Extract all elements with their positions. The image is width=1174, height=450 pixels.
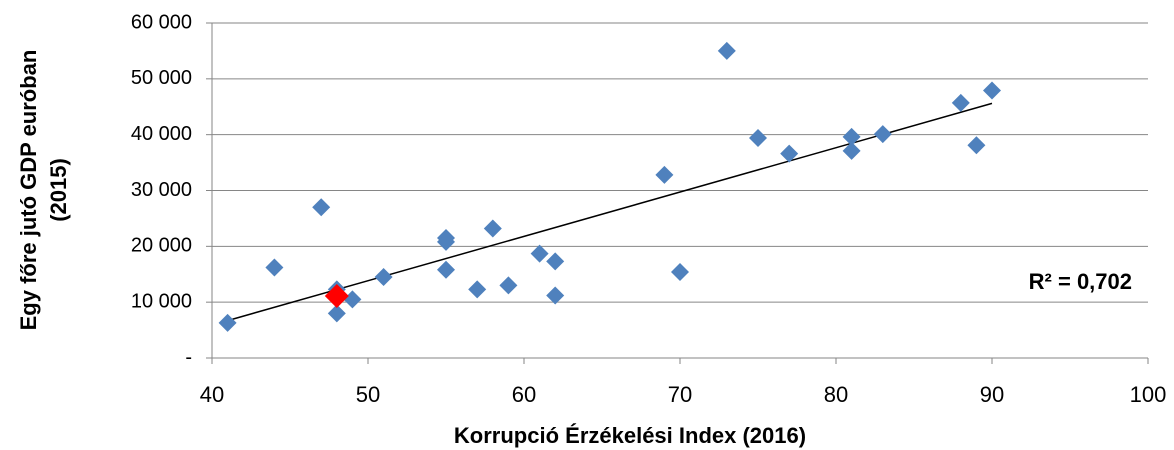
- point: [374, 268, 393, 287]
- x-tick-label: 80: [824, 382, 848, 407]
- x-tick-label: 70: [668, 382, 692, 407]
- point: [327, 304, 346, 323]
- point: [873, 125, 892, 144]
- x-tick-label: 50: [356, 382, 380, 407]
- point: [671, 263, 689, 282]
- point: [717, 41, 736, 60]
- y-tick-label: 10 000: [131, 290, 192, 312]
- point: [324, 284, 349, 309]
- y-tick-label: 40 000: [131, 123, 192, 145]
- y-tick-label: -: [185, 346, 192, 368]
- y-tick-label: 60 000: [131, 11, 192, 33]
- r-squared: R² = 0,702: [1029, 269, 1132, 294]
- x-tick-label: 60: [512, 382, 536, 407]
- y-axis-title: (2015): [46, 158, 71, 222]
- point: [343, 290, 362, 309]
- y-tick-label: 50 000: [131, 67, 192, 89]
- point: [437, 260, 455, 279]
- point: [749, 129, 767, 148]
- point: [483, 219, 502, 238]
- point: [468, 280, 487, 299]
- x-tick-label: 100: [1130, 382, 1167, 407]
- point: [312, 198, 331, 217]
- point: [546, 286, 565, 305]
- y-axis-title: Egy főre jutó GDP euróban: [16, 50, 41, 331]
- trendline: [227, 102, 993, 322]
- point: [499, 276, 518, 295]
- y-tick-label: 30 000: [131, 179, 192, 201]
- y-tick-label: 20 000: [131, 235, 192, 257]
- point: [842, 141, 861, 160]
- point: [530, 244, 549, 263]
- point: [218, 313, 237, 332]
- point: [437, 232, 455, 251]
- x-axis-title: Korrupció Érzékelési Index (2016): [454, 423, 806, 448]
- point: [265, 258, 284, 277]
- point: [842, 127, 861, 146]
- point: [780, 144, 799, 163]
- x-tick-label: 90: [980, 382, 1004, 407]
- x-tick-label: 40: [200, 382, 224, 407]
- point: [951, 93, 970, 112]
- point: [655, 165, 674, 184]
- point: [983, 81, 1001, 100]
- point: [967, 136, 986, 155]
- point: [546, 252, 565, 271]
